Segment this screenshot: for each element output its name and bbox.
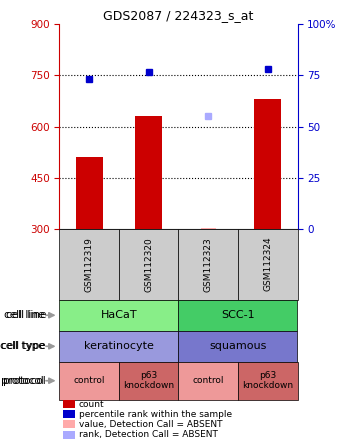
Text: cell line: cell line xyxy=(4,310,44,320)
Bar xyxy=(254,99,281,229)
Text: SCC-1: SCC-1 xyxy=(221,310,255,320)
Text: p63
knockdown: p63 knockdown xyxy=(242,371,293,390)
Text: cell type: cell type xyxy=(0,341,44,351)
Text: GSM112320: GSM112320 xyxy=(144,237,153,292)
Bar xyxy=(201,228,216,229)
Bar xyxy=(76,157,103,229)
Text: p63
knockdown: p63 knockdown xyxy=(123,371,174,390)
Title: GDS2087 / 224323_s_at: GDS2087 / 224323_s_at xyxy=(103,9,254,22)
Text: value, Detection Call = ABSENT: value, Detection Call = ABSENT xyxy=(79,420,222,429)
Text: squamous: squamous xyxy=(209,341,267,351)
Text: control: control xyxy=(73,376,105,385)
Text: GSM112323: GSM112323 xyxy=(204,237,213,292)
Bar xyxy=(135,116,162,229)
Text: GSM112319: GSM112319 xyxy=(85,237,94,292)
Text: cell type: cell type xyxy=(1,341,46,351)
Text: count: count xyxy=(79,400,104,408)
Text: rank, Detection Call = ABSENT: rank, Detection Call = ABSENT xyxy=(79,430,218,439)
Text: keratinocyte: keratinocyte xyxy=(84,341,154,351)
Text: cell line: cell line xyxy=(5,310,46,320)
Text: protocol: protocol xyxy=(3,376,46,386)
Text: percentile rank within the sample: percentile rank within the sample xyxy=(79,410,232,419)
Text: control: control xyxy=(192,376,224,385)
Text: HaCaT: HaCaT xyxy=(101,310,137,320)
Text: protocol: protocol xyxy=(1,376,44,386)
Text: GSM112324: GSM112324 xyxy=(263,237,272,292)
